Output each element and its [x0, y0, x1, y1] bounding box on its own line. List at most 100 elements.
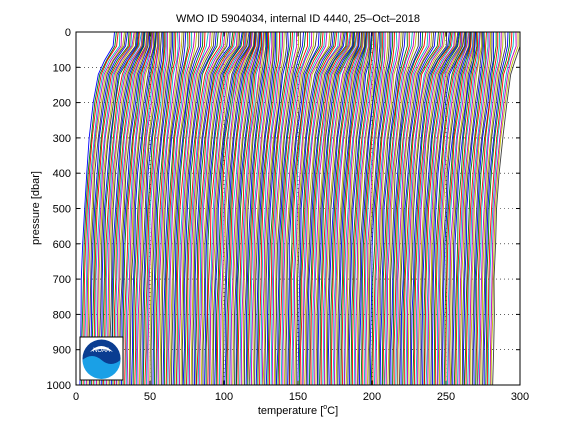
- temperature-profile: [360, 32, 382, 385]
- temperature-profile: [375, 32, 400, 385]
- temperature-profile: [302, 32, 342, 385]
- temperature-profile: [195, 32, 234, 385]
- temperature-profile: [476, 32, 499, 385]
- temperature-profile: [410, 32, 448, 385]
- plot-area: 0 50 100 150 200 250 300 0 100 200 300 400 500 600 700…: [47, 27, 530, 403]
- temperature-profile: [305, 32, 345, 385]
- temperature-profile: [417, 32, 455, 385]
- temperature-profile: [252, 32, 274, 385]
- temperature-profile: [378, 32, 404, 385]
- temperature-profile: [184, 32, 219, 385]
- y-tick-label: 200: [53, 98, 71, 110]
- temperature-profile: [146, 32, 167, 385]
- temperature-profile: [100, 32, 138, 385]
- temperature-profile: [362, 32, 383, 385]
- temperature-profile: [290, 32, 326, 385]
- temperature-profile: [153, 32, 175, 385]
- temperature-profile: [436, 32, 468, 385]
- temperature-profile: [89, 32, 129, 385]
- temperature-profile: [295, 32, 333, 385]
- temperature-profile: [196, 32, 235, 385]
- temperature-profile: [359, 32, 381, 385]
- temperature-profile: [225, 32, 257, 385]
- temperature-profile: [260, 32, 282, 385]
- temperature-profile: [142, 32, 164, 385]
- temperature-profile: [373, 32, 398, 385]
- temperature-profile: [270, 32, 295, 385]
- temperature-profile: [455, 32, 479, 385]
- temperature-profile: [343, 32, 369, 385]
- temperature-profile: [102, 32, 140, 385]
- temperature-profile: [119, 32, 150, 385]
- temperature-profile: [463, 32, 485, 385]
- temperature-profile: [297, 32, 334, 385]
- temperature-profile: [261, 32, 284, 385]
- temperature-profile: [229, 32, 258, 385]
- temperature-profile: [156, 32, 179, 385]
- temperature-profile: [275, 32, 301, 385]
- temperature-profile: [190, 32, 228, 385]
- temperature-profile: [250, 32, 273, 385]
- temperature-profile: [344, 32, 370, 385]
- temperature-profile: [200, 32, 239, 385]
- temperature-profile: [220, 32, 253, 385]
- temperature-profile: [237, 32, 263, 385]
- temperature-profile: [480, 32, 504, 385]
- temperature-profile: [387, 32, 417, 385]
- ticks-layer: 0 50 100 150 200 250 300 0 100 200 300 400 500 600 700…: [47, 27, 530, 403]
- temperature-profile: [425, 32, 462, 385]
- x-tick-label: 250: [437, 391, 455, 403]
- temperature-profile: [88, 32, 127, 385]
- temperature-profile: [255, 32, 276, 385]
- temperature-profile: [106, 32, 143, 385]
- temperature-profile: [334, 32, 364, 385]
- temperature-profile: [240, 32, 265, 385]
- temperature-profile: [472, 32, 493, 385]
- temperature-profile: [428, 32, 465, 385]
- temperature-profile: [372, 32, 395, 385]
- temperature-profile: [194, 32, 231, 385]
- temperature-profile: [185, 32, 222, 385]
- temperature-profile: [369, 32, 392, 385]
- temperature-profile: [178, 32, 211, 385]
- temperature-profile: [403, 32, 441, 385]
- temperature-profile: [199, 32, 238, 385]
- temperature-profile: [448, 32, 475, 385]
- temperature-profile: [121, 32, 151, 385]
- temperature-profile: [367, 32, 389, 385]
- temperature-profile: [340, 32, 367, 385]
- y-tick-label: 0: [65, 27, 71, 39]
- temperature-profile: [465, 32, 487, 385]
- temperature-profile: [357, 32, 379, 385]
- temperature-profile: [124, 32, 153, 385]
- temperature-profile: [268, 32, 293, 385]
- temperature-profile: [132, 32, 157, 385]
- profiles-layer: [79, 32, 520, 385]
- temperature-profile: [167, 32, 193, 385]
- y-tick-label: 500: [53, 204, 71, 216]
- temperature-profile: [248, 32, 270, 385]
- temperature-profile: [377, 32, 402, 385]
- temperature-profile: [383, 32, 410, 385]
- temperature-profile: [94, 32, 133, 385]
- temperature-profile: [109, 32, 145, 385]
- temperature-profile: [215, 32, 252, 385]
- temperature-profile: [486, 32, 513, 385]
- temperature-profile: [150, 32, 172, 385]
- temperature-profile: [392, 32, 424, 385]
- temperature-profile: [214, 32, 251, 385]
- temperature-profile: [427, 32, 463, 385]
- temperature-profile: [492, 41, 520, 385]
- temperature-profile: [134, 32, 158, 385]
- temperature-profile: [84, 32, 121, 385]
- temperature-profile: [104, 32, 142, 385]
- temperature-profile: [92, 32, 131, 385]
- temperature-profile: [292, 32, 328, 385]
- temperature-profile: [222, 32, 256, 385]
- temperature-profile: [294, 32, 331, 385]
- temperature-profile: [209, 32, 247, 385]
- temperature-profile: [264, 32, 288, 385]
- temperature-profile: [415, 32, 454, 385]
- temperature-profile: [233, 32, 261, 385]
